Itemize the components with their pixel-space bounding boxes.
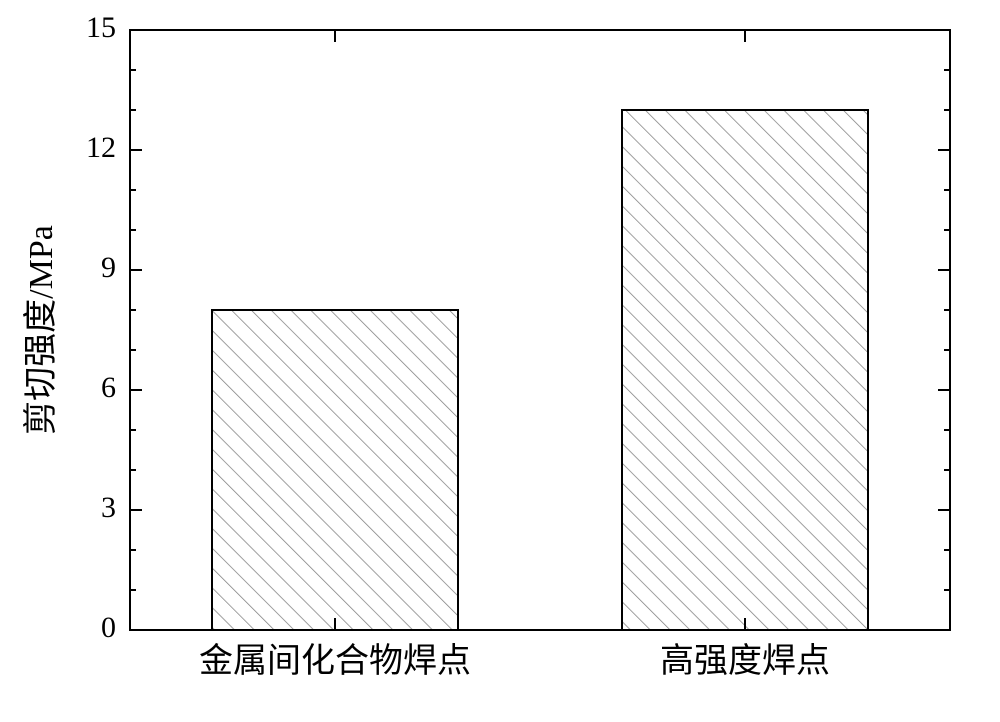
y-tick-label: 9 — [101, 251, 116, 284]
chart-svg: 0 3 6 9 12 15 金属间化合物焊点 高强度焊点 剪切强度/MPa — [0, 0, 1000, 722]
y-tick-label: 12 — [86, 131, 116, 164]
bar-0 — [212, 310, 458, 630]
y-tick-label: 0 — [101, 611, 116, 644]
bar-chart: 0 3 6 9 12 15 金属间化合物焊点 高强度焊点 剪切强度/MPa — [0, 0, 1000, 722]
y-tick-label: 15 — [86, 11, 116, 44]
x-category-label: 金属间化合物焊点 — [199, 642, 471, 680]
y-tick-label: 6 — [101, 371, 116, 404]
y-axis-label: 剪切强度/MPa — [22, 225, 60, 435]
y-tick-label: 3 — [101, 491, 116, 524]
x-category-label: 高强度焊点 — [660, 642, 830, 680]
bar-1 — [622, 110, 868, 630]
